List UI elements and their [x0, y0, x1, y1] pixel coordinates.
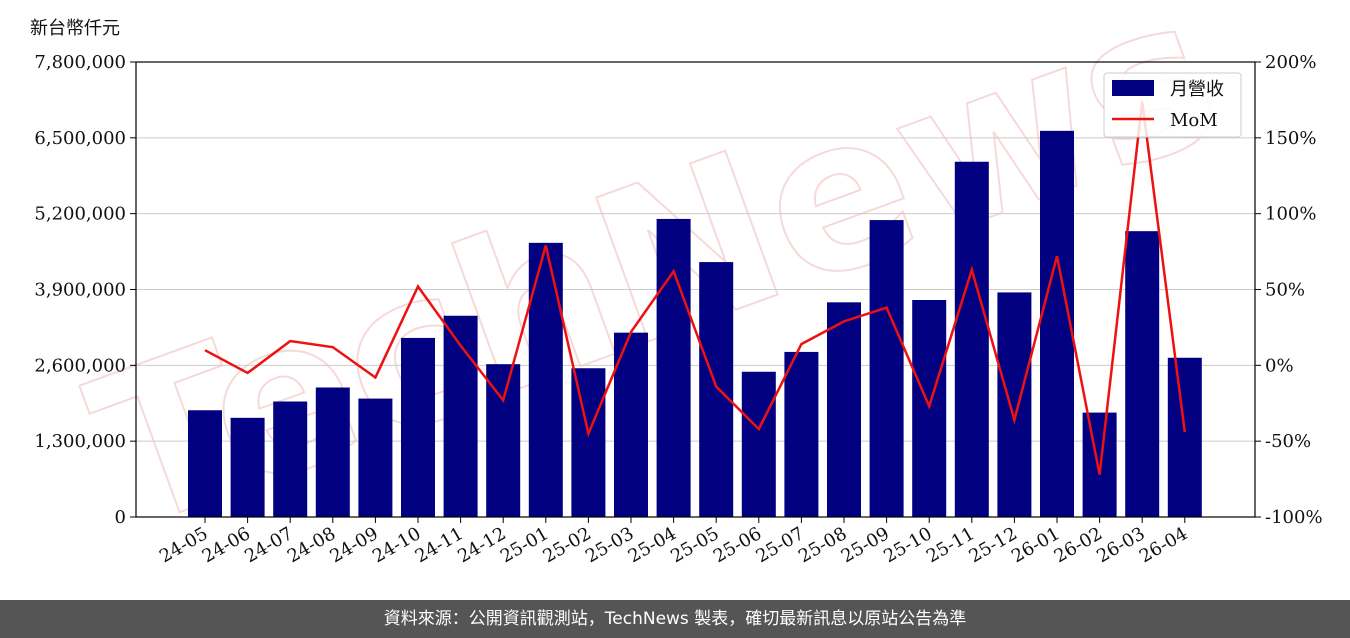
x-tick-label-26-02: 26-02	[1051, 523, 1106, 567]
revenue-bar-24-11	[443, 315, 478, 517]
revenue-bar-24-10	[401, 337, 435, 517]
revenue-bar-25-04	[656, 218, 691, 517]
x-tick-label-25-12: 25-12	[965, 523, 1020, 567]
revenue-bar-25-01	[528, 242, 563, 518]
right-tick-label: 0%	[1265, 355, 1294, 376]
right-tick-label: -50%	[1265, 431, 1311, 452]
x-tick-label-24-08: 24-08	[284, 523, 339, 567]
legend-label-revenue: 月營收	[1170, 79, 1224, 100]
source-footer: 資料來源：公開資訊觀測站，TechNews 製表，確切最新訊息以原站公告為準	[0, 600, 1350, 638]
x-tick-label-25-10: 25-10	[880, 523, 935, 567]
revenue-bar-24-07	[273, 401, 308, 517]
legend: 月營收 MoM	[1103, 72, 1242, 138]
revenue-bar-25-09	[869, 220, 904, 518]
revenue-bar-26-03	[1125, 231, 1160, 517]
revenue-bar-26-01	[1040, 130, 1074, 518]
revenue-bar-24-06	[230, 417, 265, 517]
left-tick-label: 7,800,000	[34, 52, 126, 73]
left-tick-label: 5,200,000	[34, 204, 126, 225]
revenue-bar-25-08	[827, 302, 861, 517]
x-tick-label-26-03: 26-03	[1093, 523, 1148, 567]
right-tick-label: 100%	[1265, 204, 1316, 225]
revenue-bar-25-02	[571, 368, 606, 517]
y-axis-label: 新台幣仟元	[30, 18, 120, 39]
right-tick-label: 150%	[1265, 128, 1316, 149]
x-tick-label-25-05: 25-05	[667, 523, 722, 567]
left-tick-label: 2,600,000	[34, 355, 126, 376]
right-tick-label: -100%	[1265, 507, 1323, 528]
left-tick-labels: 0 1,300,000 2,600,000 3,900,000 5,200,000 6,5…	[34, 52, 136, 528]
x-tick-label-24-09: 24-09	[326, 523, 381, 567]
revenue-bar-25-03	[614, 332, 648, 517]
x-tick-label-25-08: 25-08	[795, 523, 850, 567]
x-tick-label-24-11: 24-11	[412, 523, 467, 567]
revenue-bar-24-09	[358, 398, 393, 517]
x-tick-label-25-02: 25-02	[539, 523, 594, 567]
right-tick-label: 50%	[1265, 280, 1305, 301]
x-tick-label-24-10: 24-10	[369, 523, 424, 567]
left-tick-label: 6,500,000	[34, 128, 126, 149]
x-tick-labels: 24-0524-0624-0724-0824-0924-1024-1124-12…	[156, 517, 1191, 567]
mom-series-line	[204, 101, 1187, 475]
legend-label-mom: MoM	[1170, 110, 1218, 131]
x-tick-label-25-07: 25-07	[752, 523, 807, 567]
x-tick-label-25-01: 25-01	[497, 523, 552, 567]
legend-swatch-revenue	[1112, 80, 1154, 96]
right-tick-label: 200%	[1265, 52, 1316, 73]
x-tick-label-26-01: 26-01	[1008, 523, 1063, 567]
revenue-chart: TechNews 24-0524-0624-0724-0824-0924-102…	[34, 0, 1323, 578]
x-tick-label-24-12: 24-12	[454, 523, 509, 567]
left-tick-label: 0	[115, 507, 126, 528]
revenue-bar-25-12	[997, 292, 1032, 517]
x-tick-label-25-11: 25-11	[923, 523, 978, 567]
x-tick-label-25-09: 25-09	[838, 523, 893, 567]
x-tick-label-25-03: 25-03	[582, 523, 637, 567]
x-tick-label-25-06: 25-06	[710, 523, 765, 567]
revenue-bar-24-12	[486, 364, 521, 517]
revenue-bar-25-07	[784, 351, 819, 517]
revenue-bar-26-04	[1167, 357, 1202, 517]
revenue-bar-25-11	[954, 161, 989, 517]
revenue-bar-24-05	[188, 410, 222, 517]
mom-line	[204, 101, 1187, 475]
x-tick-label-25-04: 25-04	[625, 523, 680, 567]
left-tick-label: 1,300,000	[34, 431, 126, 452]
x-tick-label-26-04: 26-04	[1136, 523, 1191, 567]
revenue-bar-25-05	[699, 262, 734, 517]
revenue-bar-25-06	[741, 371, 776, 517]
left-tick-label: 3,900,000	[34, 280, 126, 301]
right-tick-labels: -100% -50% 0% 50% 100% 150% 200%	[1255, 52, 1323, 528]
revenue-bar-24-08	[315, 387, 350, 517]
